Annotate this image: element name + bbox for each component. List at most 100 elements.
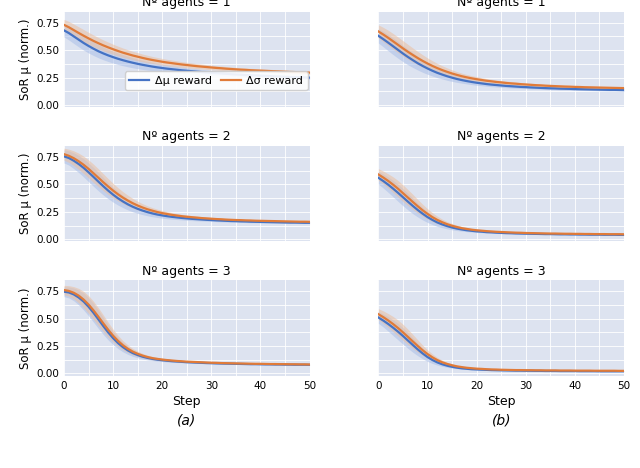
Δμ reward xyxy=(301,362,308,367)
Δσ reward xyxy=(611,368,618,373)
Δμ reward xyxy=(453,365,461,371)
Δσ reward xyxy=(537,367,545,373)
Δμ reward xyxy=(222,71,230,77)
Line: Δμ reward: Δμ reward xyxy=(378,178,624,235)
Δσ reward xyxy=(453,72,461,78)
Δμ reward xyxy=(60,28,68,33)
Δμ reward xyxy=(114,196,122,201)
Δσ reward xyxy=(552,367,559,373)
Δσ reward xyxy=(620,232,628,237)
Line: Δσ reward: Δσ reward xyxy=(378,175,624,234)
Δσ reward xyxy=(429,214,436,220)
Δσ reward xyxy=(453,364,461,369)
Line: Δσ reward: Δσ reward xyxy=(64,290,310,365)
Δμ reward xyxy=(237,219,244,224)
Δμ reward xyxy=(537,231,545,237)
Δμ reward xyxy=(296,220,303,226)
Δσ reward xyxy=(222,217,230,222)
Δσ reward xyxy=(374,29,382,34)
Δμ reward xyxy=(301,75,308,80)
Text: (b): (b) xyxy=(492,413,511,427)
Text: (a): (a) xyxy=(177,413,196,427)
Title: Nº agents = 1: Nº agents = 1 xyxy=(143,0,231,9)
Title: Nº agents = 3: Nº agents = 3 xyxy=(143,264,231,278)
Δσ reward xyxy=(552,231,559,236)
Δμ reward xyxy=(114,340,122,346)
Line: Δμ reward: Δμ reward xyxy=(64,292,310,365)
Δμ reward xyxy=(60,154,68,159)
Δσ reward xyxy=(222,66,230,72)
Δμ reward xyxy=(306,362,314,368)
Δσ reward xyxy=(620,85,628,91)
Δμ reward xyxy=(552,368,559,374)
Δσ reward xyxy=(301,70,308,75)
Δσ reward xyxy=(114,48,122,54)
Δμ reward xyxy=(552,86,559,91)
Δμ reward xyxy=(429,68,436,73)
Δσ reward xyxy=(453,224,461,230)
Δσ reward xyxy=(222,360,230,366)
Line: Δμ reward: Δμ reward xyxy=(378,317,624,371)
Δμ reward xyxy=(448,75,456,80)
Δσ reward xyxy=(134,54,141,59)
Δσ reward xyxy=(615,231,623,237)
Δσ reward xyxy=(620,368,628,373)
Δσ reward xyxy=(134,203,141,208)
Δμ reward xyxy=(374,175,382,181)
Line: Δμ reward: Δμ reward xyxy=(64,156,310,223)
Δσ reward xyxy=(134,351,141,357)
Δμ reward xyxy=(453,226,461,231)
Δσ reward xyxy=(60,151,68,157)
Δμ reward xyxy=(453,76,461,82)
Δσ reward xyxy=(429,63,436,69)
Δσ reward xyxy=(615,85,623,91)
Line: Δσ reward: Δσ reward xyxy=(378,31,624,88)
Δσ reward xyxy=(237,361,244,366)
Δσ reward xyxy=(537,231,545,236)
Line: Δσ reward: Δσ reward xyxy=(64,154,310,222)
Y-axis label: SoR μ (norm.): SoR μ (norm.) xyxy=(19,287,32,369)
Δμ reward xyxy=(448,225,456,230)
Line: Δμ reward: Δμ reward xyxy=(378,36,624,90)
Y-axis label: SoR μ (norm.): SoR μ (norm.) xyxy=(19,19,32,100)
Δμ reward xyxy=(306,220,314,226)
Δμ reward xyxy=(429,217,436,223)
Δσ reward xyxy=(615,368,623,373)
Δμ reward xyxy=(139,62,147,68)
Δμ reward xyxy=(537,85,545,91)
Δσ reward xyxy=(552,83,559,89)
Δσ reward xyxy=(448,362,456,368)
Δμ reward xyxy=(301,220,308,226)
Title: Nº agents = 2: Nº agents = 2 xyxy=(143,131,231,143)
Δμ reward xyxy=(237,361,244,367)
Title: Nº agents = 1: Nº agents = 1 xyxy=(457,0,545,9)
Δσ reward xyxy=(306,362,314,367)
Δσ reward xyxy=(237,67,244,73)
Δσ reward xyxy=(374,172,382,177)
Δμ reward xyxy=(620,87,628,93)
Δσ reward xyxy=(114,338,122,344)
Δσ reward xyxy=(237,217,244,223)
X-axis label: Step: Step xyxy=(487,395,515,408)
Δμ reward xyxy=(620,232,628,238)
Δμ reward xyxy=(139,354,147,359)
Δμ reward xyxy=(537,368,545,373)
Δμ reward xyxy=(134,352,141,358)
Δσ reward xyxy=(301,362,308,367)
Δμ reward xyxy=(374,314,382,320)
Δσ reward xyxy=(306,70,314,75)
Δμ reward xyxy=(139,208,147,213)
Δμ reward xyxy=(374,33,382,39)
Δμ reward xyxy=(134,206,141,212)
Title: Nº agents = 3: Nº agents = 3 xyxy=(457,264,545,278)
Δμ reward xyxy=(114,56,122,62)
Δμ reward xyxy=(596,368,604,374)
Δσ reward xyxy=(537,82,545,88)
Δσ reward xyxy=(139,55,147,61)
Δμ reward xyxy=(611,232,618,238)
Legend: Δμ reward, Δσ reward: Δμ reward, Δσ reward xyxy=(125,71,308,90)
Δμ reward xyxy=(615,87,623,93)
Δμ reward xyxy=(306,75,314,80)
Δμ reward xyxy=(429,357,436,363)
Δσ reward xyxy=(448,223,456,228)
